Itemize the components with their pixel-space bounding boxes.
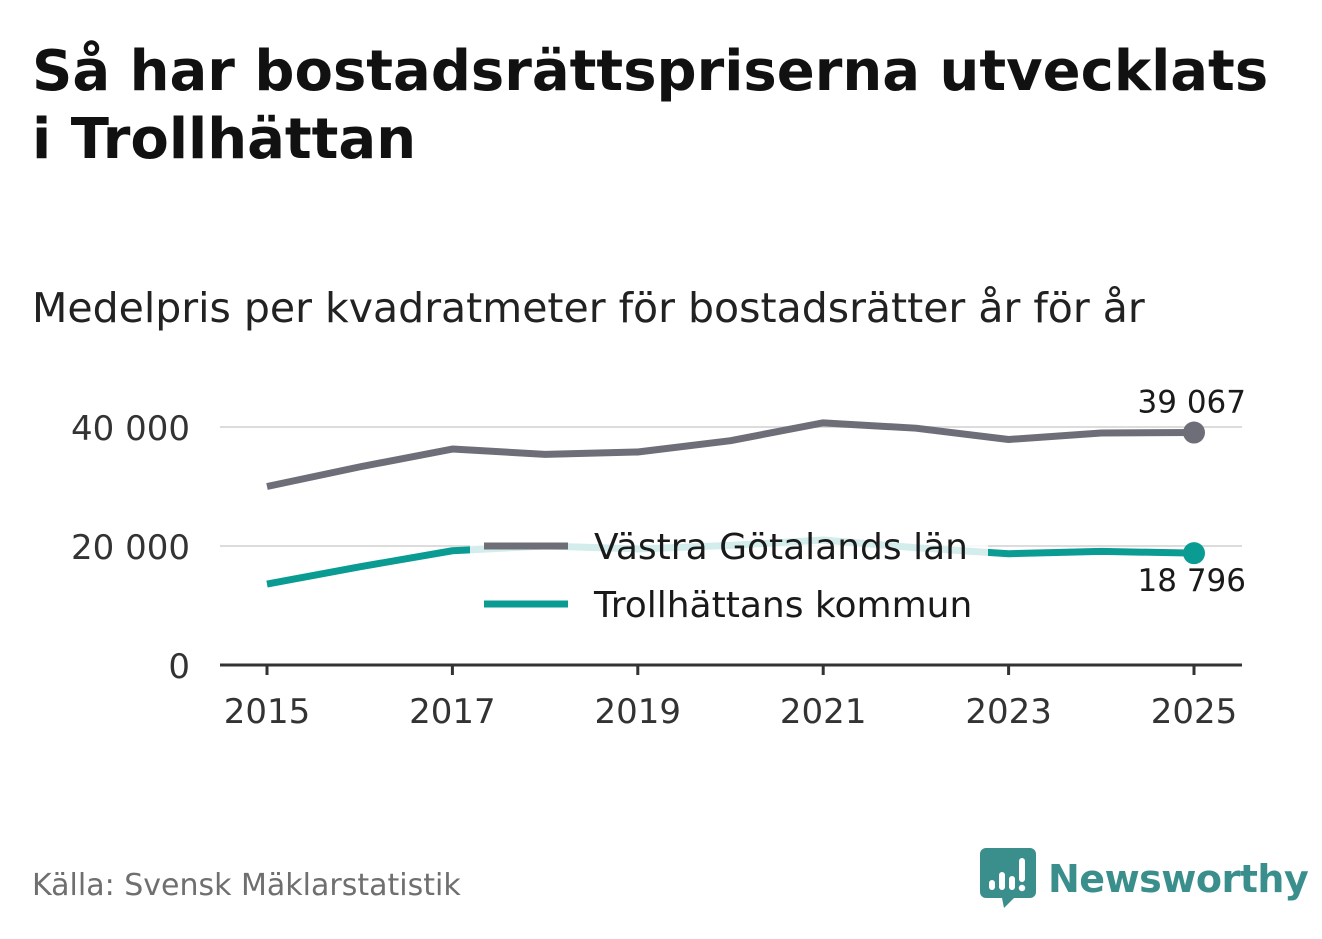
x-tick-label: 2023 (965, 692, 1052, 732)
bar-chart-icon (980, 848, 1036, 908)
legend: Västra Götalands län Trollhättans kommun (470, 520, 988, 628)
x-tick-label: 2019 (595, 692, 682, 732)
y-tick-label: 40 000 (71, 409, 190, 449)
x-tick-label: 2021 (780, 692, 867, 732)
newsworthy-logo[interactable]: Newsworthy (980, 848, 1309, 910)
end-labels: 39 067 18 796 (1138, 385, 1246, 600)
chart-title: Så har bostadsrättspriserna utvecklats i… (32, 39, 1269, 172)
brand-name: Newsworthy (1048, 857, 1309, 901)
x-axis: 2015 2017 2019 2021 2023 2025 (220, 663, 1242, 732)
end-label-trollhattan: 18 796 (1138, 563, 1246, 599)
legend-label: Trollhättans kommun (593, 585, 972, 626)
x-tick-label: 2025 (1151, 692, 1238, 732)
end-point-marker (1183, 421, 1205, 444)
legend-label: Västra Götalands län (594, 527, 968, 568)
y-axis-tick-labels: 0 20 000 40 000 (71, 409, 190, 687)
end-point-marker (1183, 542, 1205, 565)
end-label-vastra-gotaland: 39 067 (1138, 385, 1246, 421)
legend-background (470, 520, 988, 628)
x-tick-label: 2015 (224, 692, 311, 732)
series-line-vastra-gotaland (266, 419, 1195, 490)
x-tick-label: 2017 (409, 692, 496, 732)
source-note: Källa: Svensk Mäklarstatistik (32, 868, 461, 903)
y-tick-label: 0 (168, 647, 190, 687)
chart-subtitle: Medelpris per kvadratmeter för bostadsrä… (32, 284, 1145, 332)
y-tick-label: 20 000 (71, 528, 190, 568)
